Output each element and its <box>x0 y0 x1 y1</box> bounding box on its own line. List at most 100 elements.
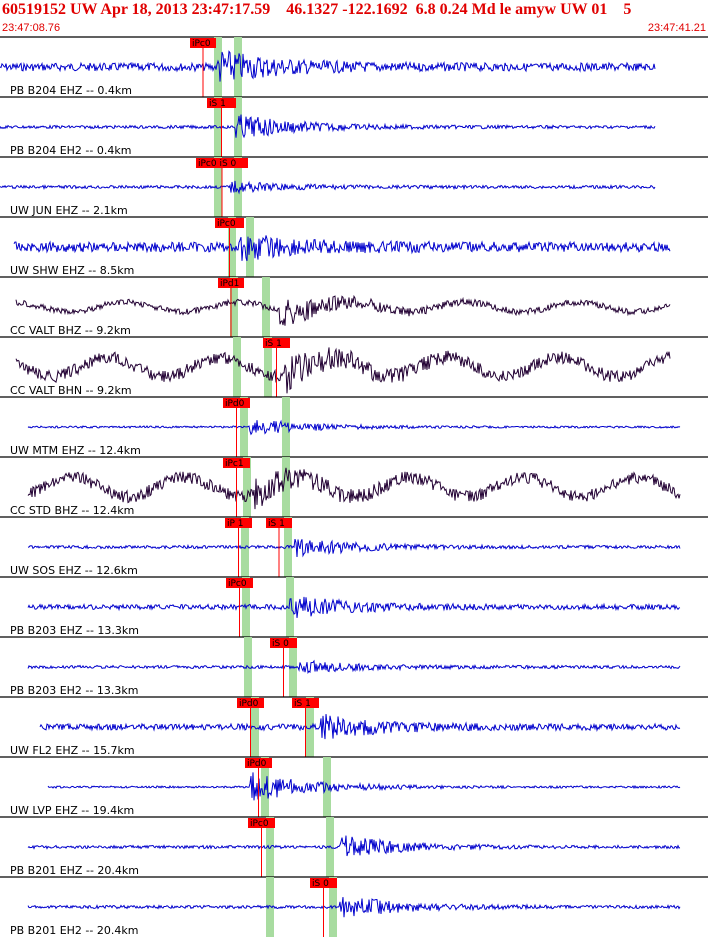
trace-row: iP 1 iS 1 UW SOS EHZ -- 12.6km <box>0 516 708 577</box>
waveform <box>15 347 671 394</box>
waveform <box>13 235 671 262</box>
pick-label: iS 1 <box>268 519 285 529</box>
station-label: UW SOS EHZ -- 12.6km <box>10 564 138 577</box>
waveform <box>0 180 656 195</box>
station-label: UW SHW EHZ -- 8.5km <box>10 264 134 277</box>
pick-label: iPc0 iS 0 <box>198 159 237 169</box>
pick-label: iS 1 <box>294 699 311 709</box>
pick-box <box>263 338 290 348</box>
waveform <box>27 835 681 857</box>
pick-label: iPd0 <box>247 759 267 769</box>
station-label: PB B201 EHZ -- 20.4km <box>10 864 139 877</box>
pick-label: iP 1 <box>227 519 244 529</box>
station-label: CC STD BHZ -- 12.4km <box>10 504 134 517</box>
end-time: 23:47:41.21 <box>647 22 706 34</box>
pick-label: iS 1 <box>265 339 282 349</box>
pick-box <box>237 698 264 708</box>
trace-row: iPc0 PB B201 EHZ -- 20.4km <box>0 816 708 877</box>
waveform <box>27 419 681 436</box>
pick-label: iPd0 <box>239 699 259 709</box>
pick-box <box>223 398 250 408</box>
pick-window <box>241 517 249 577</box>
station-label: PB B201 EH2 -- 20.4km <box>10 924 138 937</box>
pick-window <box>266 877 274 937</box>
pick-box <box>292 698 319 708</box>
pick-window <box>282 457 290 517</box>
pick-box <box>190 38 216 48</box>
pick-box <box>218 278 244 288</box>
trace-row: iPc0 PB B203 EHZ -- 13.3km <box>0 576 708 637</box>
station-label: UW MTM EHZ -- 12.4km <box>10 444 141 457</box>
pick-box <box>207 98 236 108</box>
pick-window <box>228 217 236 277</box>
pick-window <box>326 817 334 877</box>
trace-row: iPc0 PB B204 EHZ -- 0.4km <box>0 36 708 97</box>
trace-row: iPc0 iS 0 UW JUN EHZ -- 2.1km <box>0 156 708 217</box>
station-label: PB B203 EHZ -- 13.3km <box>10 624 139 637</box>
pick-window <box>234 157 242 217</box>
pick-window <box>234 37 242 97</box>
pick-window <box>306 697 314 757</box>
pick-window <box>240 397 248 457</box>
waveform <box>27 659 681 674</box>
pick-window <box>323 757 331 817</box>
pick-window <box>246 217 254 277</box>
pick-box <box>215 218 244 228</box>
waveform <box>27 538 681 558</box>
pick-window <box>214 157 222 217</box>
pick-box <box>310 878 337 888</box>
station-label: PB B204 EH2 -- 0.4km <box>10 144 131 157</box>
station-label: PB B203 EH2 -- 13.3km <box>10 684 138 697</box>
pick-box <box>223 458 250 468</box>
waveform <box>0 114 656 139</box>
trace-row: iS 1 PB B204 EH2 -- 0.4km <box>0 96 708 157</box>
pick-window <box>243 457 251 517</box>
pick-window <box>214 97 222 157</box>
pick-box <box>196 158 248 168</box>
pick-box <box>225 518 252 528</box>
start-time: 23:47:08.76 <box>2 22 61 34</box>
trace-row: iPc0 UW SHW EHZ -- 8.5km <box>0 216 708 277</box>
station-label: CC VALT BHZ -- 9.2km <box>10 324 131 337</box>
pick-window <box>230 277 238 337</box>
pick-window <box>286 577 294 637</box>
pick-label: iS 0 <box>272 639 289 649</box>
station-label: UW FL2 EHZ -- 15.7km <box>10 744 135 757</box>
pick-label: iPc1 <box>225 459 244 469</box>
station-label: UW LVP EHZ -- 19.4km <box>10 804 134 817</box>
waveform <box>47 772 681 801</box>
event-header: 60519152 UW Apr 18, 2013 23:47:17.59 46.… <box>2 1 632 18</box>
trace-row: iPd0 UW LVP EHZ -- 19.4km <box>0 756 708 817</box>
pick-window <box>234 97 242 157</box>
pick-label: iPd0 <box>225 399 245 409</box>
trace-row: iPd1 CC VALT BHZ -- 9.2km <box>0 276 708 337</box>
pick-label: iPc0 <box>250 819 269 829</box>
waveform <box>15 294 671 326</box>
trace-row: iS 0 PB B201 EH2 -- 20.4km <box>0 876 708 937</box>
pick-box <box>245 758 272 768</box>
pick-box <box>266 518 292 528</box>
pick-label: iPc0 <box>228 579 247 589</box>
pick-window <box>233 337 241 397</box>
pick-label: iPd1 <box>220 279 239 289</box>
pick-box <box>270 638 297 648</box>
pick-label: iPc0 <box>217 219 236 229</box>
station-label: UW JUN EHZ -- 2.1km <box>10 204 128 217</box>
pick-label: iPc0 <box>192 39 211 49</box>
pick-box <box>226 578 253 588</box>
station-label: PB B204 EHZ -- 0.4km <box>10 84 132 97</box>
waveform <box>39 714 681 740</box>
waveform <box>27 596 681 618</box>
trace-row: iPc1 CC STD BHZ -- 12.4km <box>0 456 708 517</box>
pick-window <box>266 817 274 877</box>
trace-row: iPd0 iS 1 UW FL2 EHZ -- 15.7km <box>0 696 708 757</box>
waveform <box>27 467 681 510</box>
pick-window <box>214 37 222 97</box>
waveform <box>0 50 656 82</box>
pick-window <box>264 337 272 397</box>
trace-row: iPd0 UW MTM EHZ -- 12.4km <box>0 396 708 457</box>
station-label: CC VALT BHN -- 9.2km <box>10 384 132 397</box>
pick-box <box>248 818 275 828</box>
trace-row: iS 1 CC VALT BHN -- 9.2km <box>0 336 708 397</box>
